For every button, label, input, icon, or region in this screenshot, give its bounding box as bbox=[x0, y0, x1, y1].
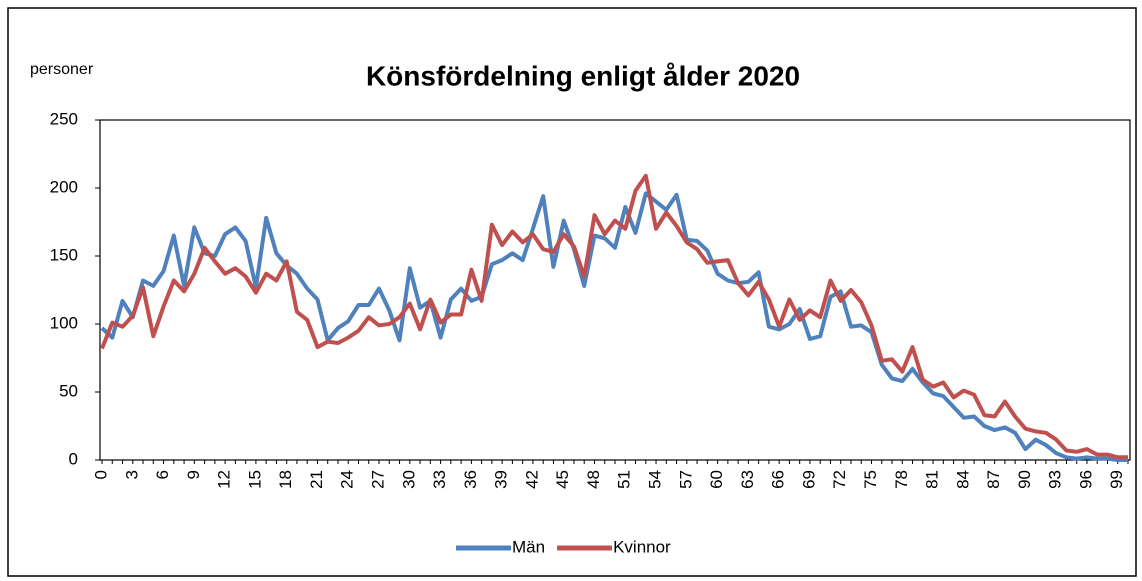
x-tick-label: 33 bbox=[430, 470, 449, 489]
x-tick-label: 63 bbox=[738, 470, 757, 489]
series-line bbox=[100, 173, 1128, 460]
y-tick-label: 0 bbox=[69, 449, 78, 468]
y-tick-label: 200 bbox=[50, 177, 78, 196]
x-tick-label: 78 bbox=[892, 470, 911, 489]
legend-label: Män bbox=[512, 537, 545, 556]
x-tick-label: 93 bbox=[1046, 470, 1065, 489]
y-tick-label: 100 bbox=[50, 313, 78, 332]
y-axis-label: personer bbox=[30, 61, 94, 78]
x-tick-label: 27 bbox=[369, 470, 388, 489]
x-tick-label: 30 bbox=[399, 470, 418, 489]
y-tick-label: 150 bbox=[50, 245, 78, 264]
x-tick-label: 96 bbox=[1076, 470, 1095, 489]
x-tick-label: 42 bbox=[522, 470, 541, 489]
x-tick-label: 36 bbox=[461, 470, 480, 489]
x-tick-label: 99 bbox=[1107, 470, 1126, 489]
x-tick-label: 18 bbox=[276, 470, 295, 489]
x-tick-label: 39 bbox=[492, 470, 511, 489]
x-tick-label: 51 bbox=[615, 470, 634, 489]
x-tick-label: 0 bbox=[91, 470, 110, 479]
legend-label: Kvinnor bbox=[613, 537, 671, 556]
y-tick-label: 50 bbox=[59, 381, 78, 400]
x-tick-label: 90 bbox=[1015, 470, 1034, 489]
series-line bbox=[100, 191, 1128, 462]
x-tick-label: 87 bbox=[984, 470, 1003, 489]
x-tick-label: 60 bbox=[707, 470, 726, 489]
x-tick-label: 6 bbox=[153, 470, 172, 479]
x-tick-label: 69 bbox=[799, 470, 818, 489]
x-tick-label: 57 bbox=[676, 470, 695, 489]
x-tick-label: 48 bbox=[584, 470, 603, 489]
x-tick-label: 9 bbox=[184, 470, 203, 479]
x-tick-label: 21 bbox=[307, 470, 326, 489]
x-tick-label: 24 bbox=[338, 470, 357, 489]
chart-frame bbox=[7, 7, 1137, 577]
x-tick-label: 84 bbox=[953, 470, 972, 489]
x-tick-label: 15 bbox=[245, 470, 264, 489]
x-tick-label: 81 bbox=[923, 470, 942, 489]
x-tick-label: 75 bbox=[861, 470, 880, 489]
x-tick-label: 3 bbox=[122, 470, 141, 479]
y-tick-label: 250 bbox=[50, 109, 78, 128]
x-tick-label: 66 bbox=[769, 470, 788, 489]
x-tick-label: 54 bbox=[646, 470, 665, 489]
x-tick-label: 12 bbox=[215, 470, 234, 489]
chart-title: Könsfördelning enligt ålder 2020 bbox=[366, 60, 800, 91]
x-tick-label: 72 bbox=[830, 470, 849, 489]
x-tick-label: 45 bbox=[553, 470, 572, 489]
